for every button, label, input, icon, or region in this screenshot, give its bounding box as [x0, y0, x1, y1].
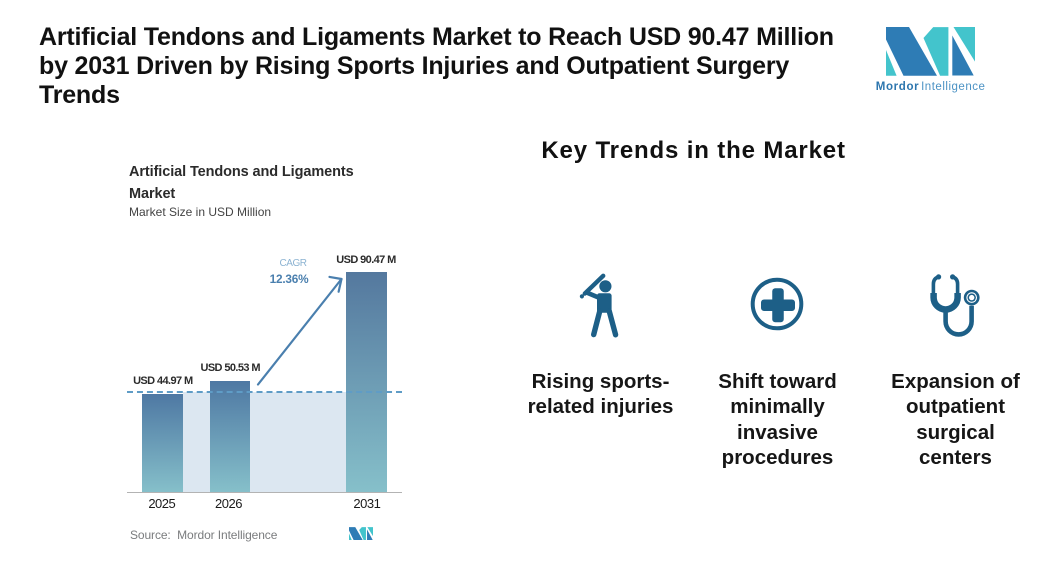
svg-text:Intelligence: Intelligence — [921, 81, 985, 93]
svg-text:Mordor: Mordor — [876, 81, 919, 93]
